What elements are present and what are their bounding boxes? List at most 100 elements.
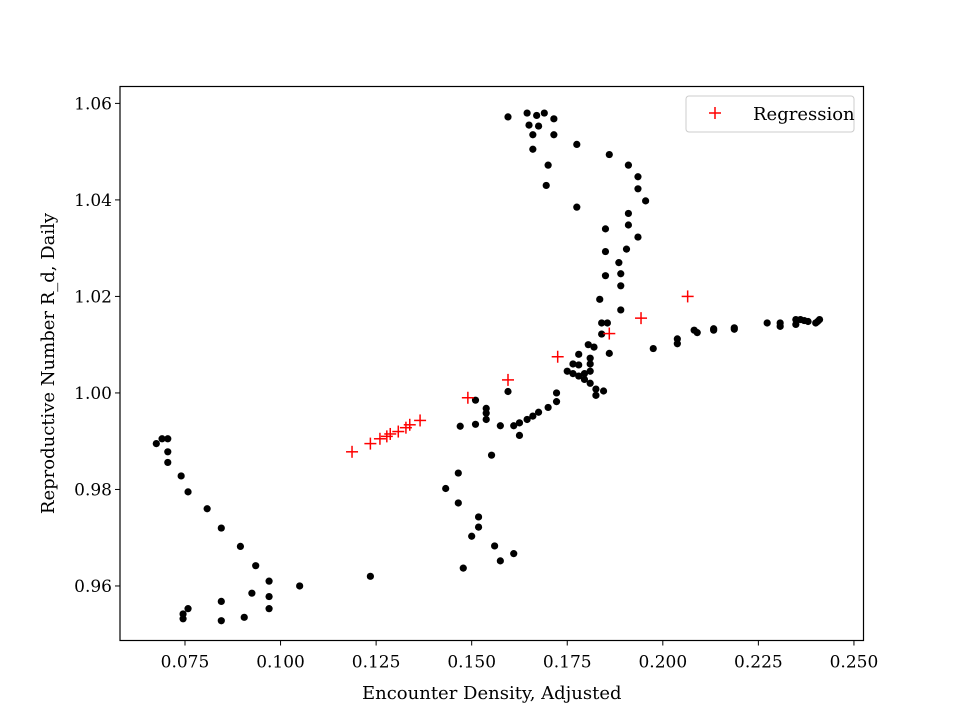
data-point [510, 550, 518, 558]
data-point [164, 435, 172, 443]
y-tick-label: 0.98 [74, 480, 112, 500]
data-point [617, 306, 625, 314]
data-point [504, 113, 512, 121]
regression-point [551, 350, 564, 363]
data-point [529, 145, 537, 153]
data-point [152, 440, 160, 448]
data-point [649, 344, 657, 353]
data-point [542, 181, 550, 190]
data-point [203, 505, 211, 513]
data-point [482, 415, 490, 424]
legend-box [685, 95, 855, 133]
data-point [265, 592, 273, 601]
data-point [586, 367, 594, 375]
data-point [573, 140, 581, 149]
data-point [534, 122, 543, 130]
legend-label-regression: Regression [753, 104, 855, 125]
data-point [598, 330, 606, 338]
data-point [598, 319, 606, 327]
data-point [634, 173, 642, 181]
x-tick-label: 0.100 [256, 653, 305, 673]
y-axis-label: Reproductive Number R_d, Daily [38, 212, 59, 514]
x-tick-label: 0.250 [830, 653, 879, 673]
regression-point [384, 427, 397, 440]
legend: Regression [685, 95, 855, 133]
data-point [529, 412, 537, 420]
x-tick-label: 0.150 [447, 653, 496, 673]
regression-point [603, 327, 616, 340]
data-point [164, 458, 172, 467]
y-axis-ticks: 0.96 0.98 1.00 1.02 1.04 1.06 [74, 94, 120, 597]
data-point [569, 360, 577, 368]
data-point [217, 524, 225, 532]
data-point [586, 379, 594, 387]
data-point [575, 372, 583, 380]
data-point [634, 185, 642, 193]
data-point [575, 350, 583, 358]
data-point [642, 197, 650, 205]
data-point [442, 484, 450, 493]
data-point [617, 282, 625, 290]
data-point [540, 109, 548, 117]
data-point [454, 469, 462, 477]
data-point [605, 349, 613, 357]
data-point [601, 225, 610, 233]
legend-marker-regression [709, 107, 721, 119]
data-point [693, 329, 701, 337]
data-point [569, 370, 577, 378]
data-point [599, 387, 608, 395]
regression-point [392, 425, 405, 438]
data-point [590, 343, 598, 351]
data-point [552, 389, 561, 397]
data-point [265, 577, 273, 585]
x-tick-label: 0.175 [543, 653, 592, 673]
x-axis-label: Encounter Density, Adjusted [362, 683, 622, 704]
data-point [471, 420, 480, 428]
data-point [584, 341, 592, 349]
data-point [563, 367, 571, 375]
regression-point [403, 418, 416, 431]
data-point [534, 408, 543, 416]
data-point [622, 245, 631, 253]
data-point [544, 403, 552, 412]
x-tick-label: 0.200 [638, 653, 687, 673]
data-points [152, 109, 824, 625]
data-point [296, 582, 304, 590]
data-point [523, 415, 531, 424]
data-point [776, 319, 784, 327]
data-point [515, 419, 524, 427]
data-point [504, 387, 512, 396]
data-point [456, 422, 464, 430]
data-point [459, 564, 467, 572]
data-point [533, 111, 541, 120]
data-point [586, 360, 594, 368]
y-tick-label: 1.04 [74, 191, 112, 211]
regression-point [681, 290, 694, 303]
y-tick-label: 1.06 [74, 94, 112, 114]
x-axis-ticks: 0.075 0.100 0.125 0.150 0.175 0.200 0.225 0.250 [161, 640, 879, 673]
data-point [575, 361, 583, 369]
data-point [804, 317, 812, 326]
y-tick-label: 1.00 [74, 384, 112, 404]
data-point [624, 209, 633, 218]
regression-point [461, 391, 474, 404]
data-point [601, 272, 610, 280]
data-point [240, 613, 248, 621]
data-point [491, 542, 499, 550]
y-tick-label: 0.96 [74, 577, 112, 597]
data-point [603, 319, 611, 327]
data-point [710, 325, 718, 333]
data-point [217, 617, 225, 625]
data-point [454, 499, 462, 507]
data-point [482, 404, 490, 412]
data-point [617, 270, 625, 278]
data-point [529, 131, 537, 139]
regression-point [635, 312, 648, 325]
data-point [550, 131, 558, 139]
data-point [605, 150, 613, 159]
data-point [592, 385, 600, 393]
data-point [248, 589, 256, 597]
data-point [523, 109, 531, 117]
data-point [496, 422, 504, 430]
